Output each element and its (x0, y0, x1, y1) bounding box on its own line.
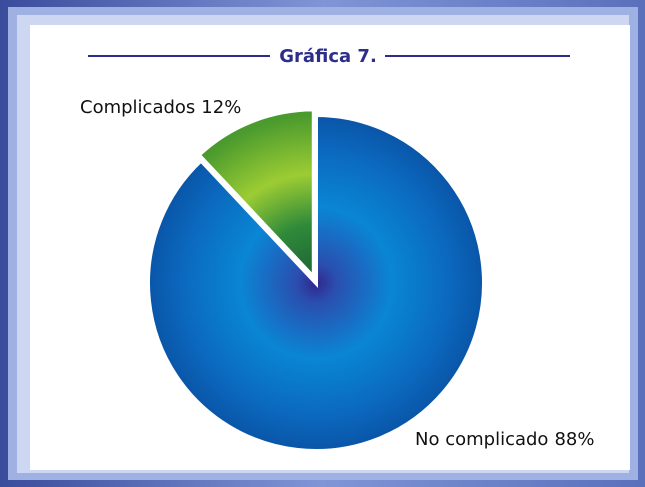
slice-value: 12% (201, 97, 241, 118)
pie-slice (195, 107, 316, 283)
slice-label: Complicados 12% (80, 97, 241, 118)
chart-title: Gráfica 7. (279, 46, 377, 67)
slice-category: Complicados (80, 97, 195, 118)
slice-label: No complicado 88% (415, 429, 594, 450)
slice-value: 88% (554, 429, 594, 450)
slice-category: No complicado (415, 429, 548, 450)
pie-slice (146, 112, 486, 453)
